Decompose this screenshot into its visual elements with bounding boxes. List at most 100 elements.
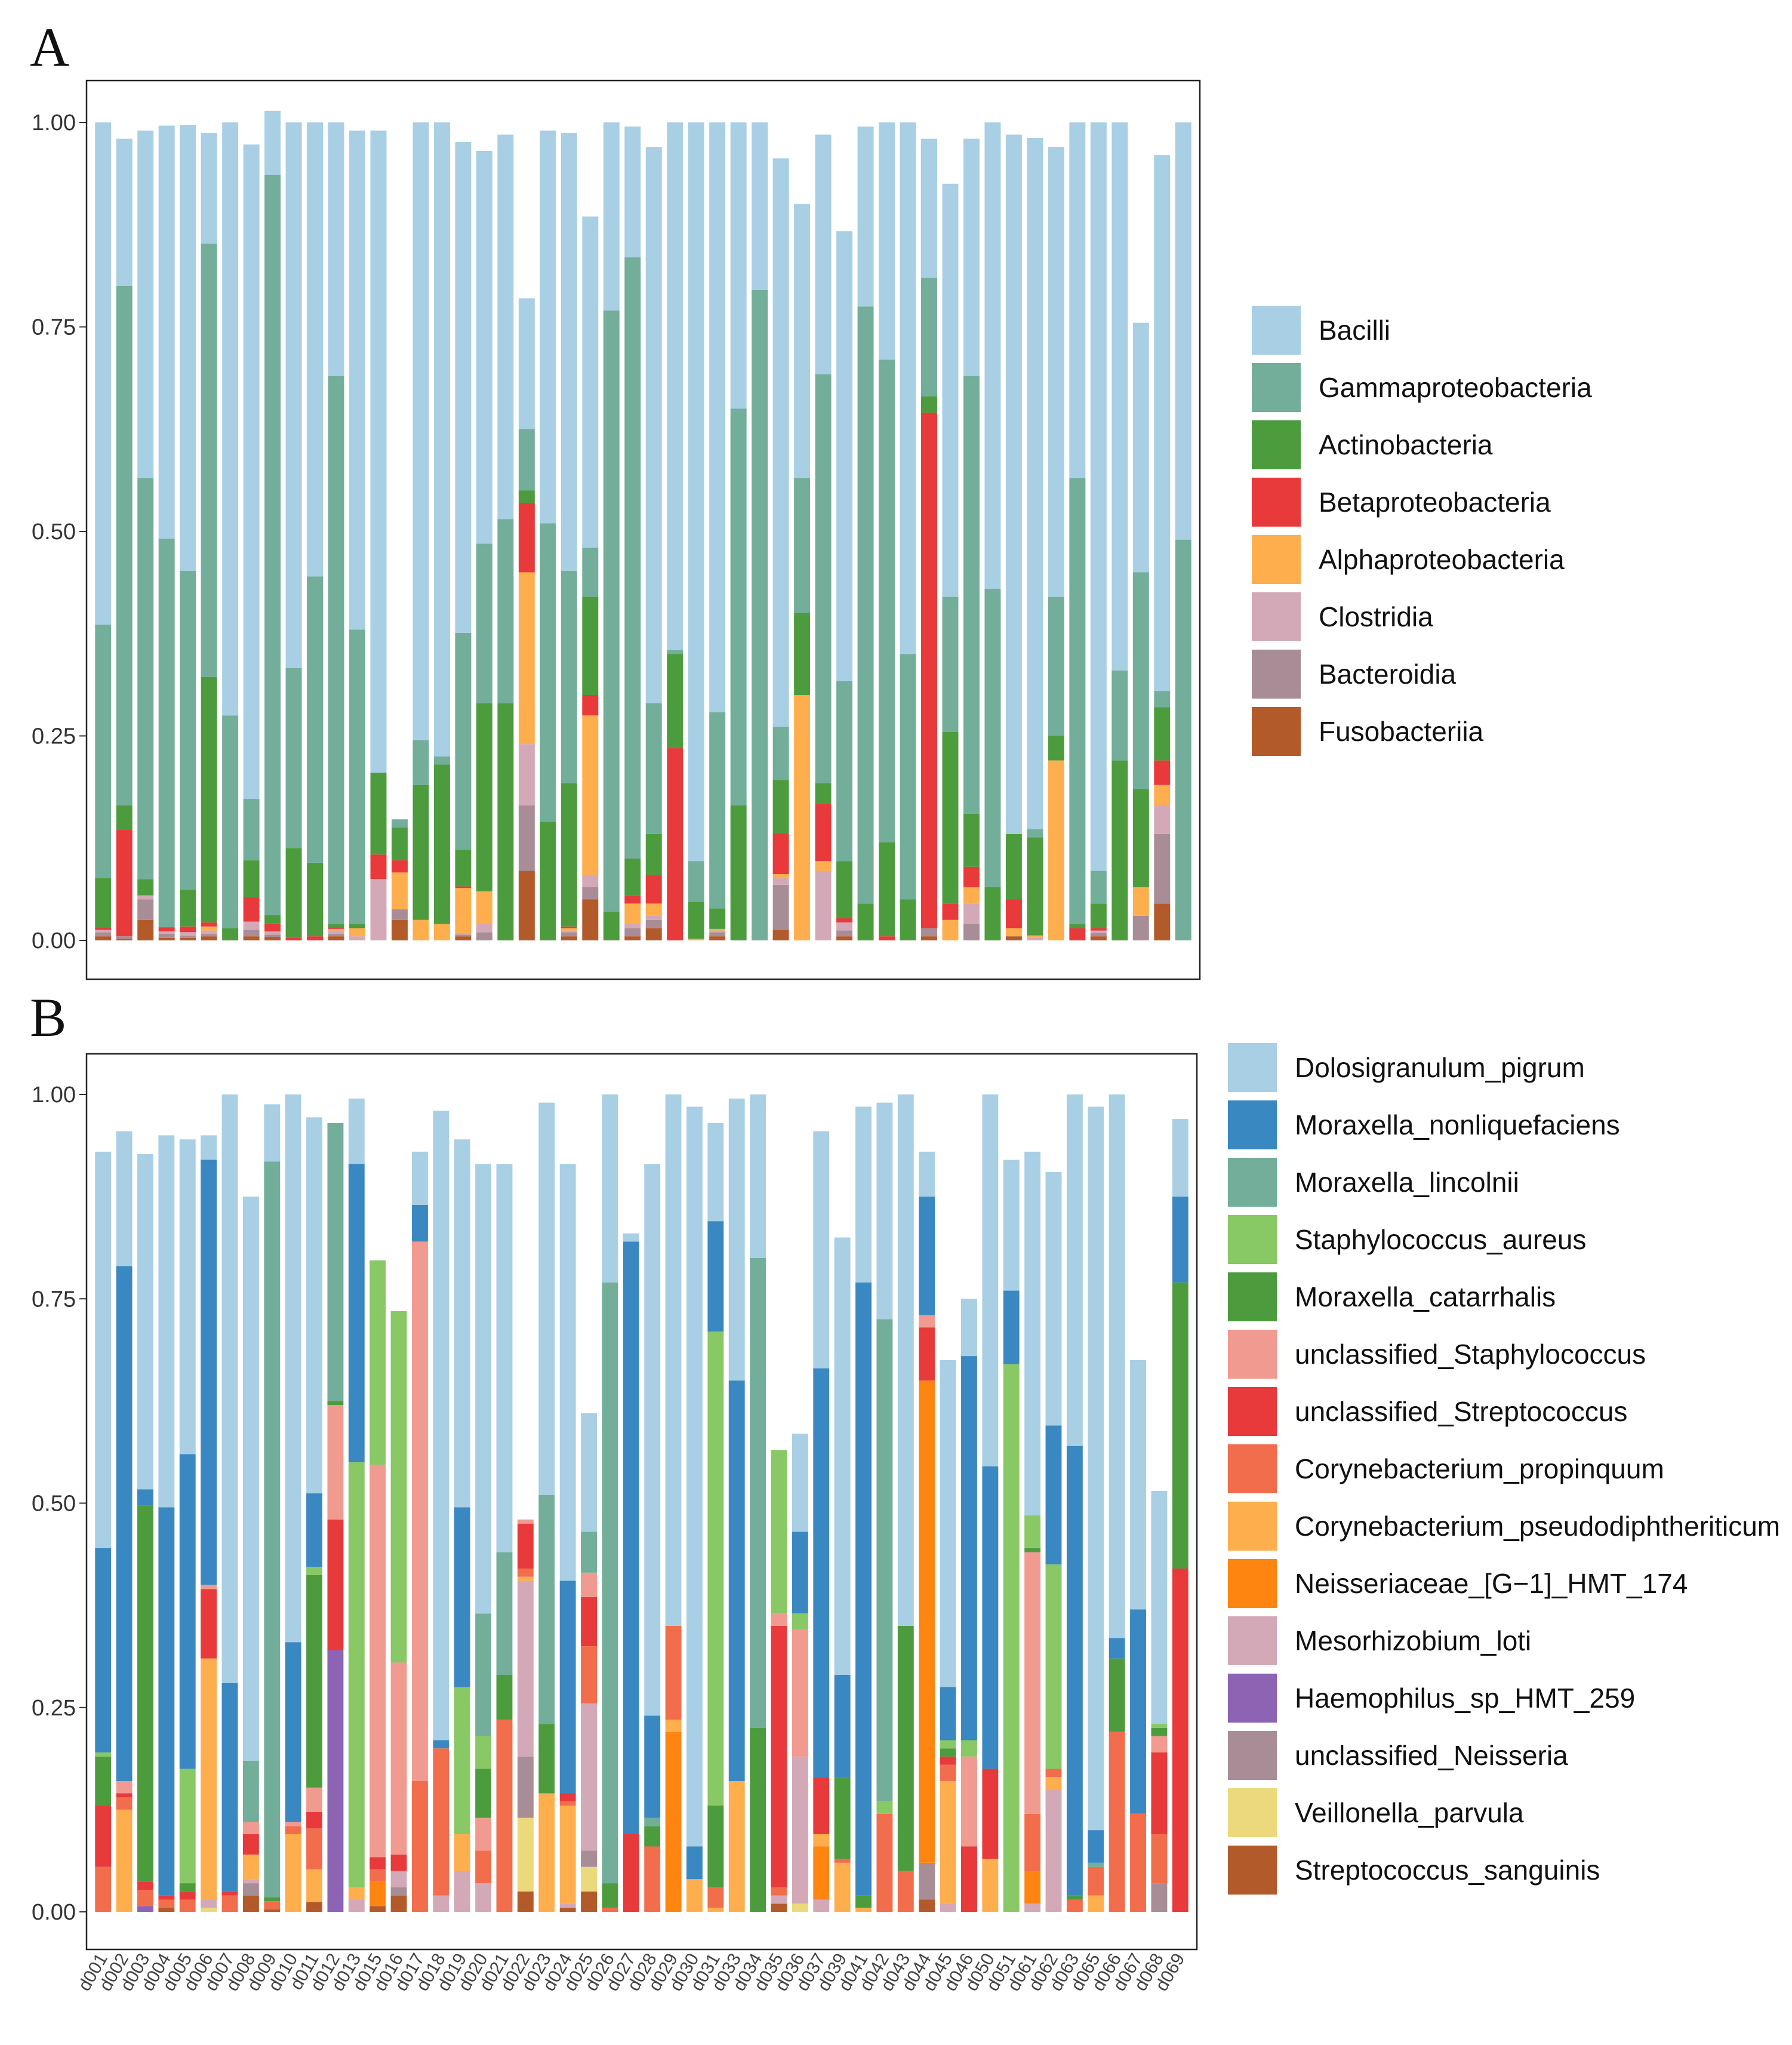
panel-b-bar-segment-d022-streptococcus-sanguinis [517,1891,534,1912]
panel-b-legend-label: Veillonella_parvula [1295,1797,1524,1828]
panel-a-bar-segment-d031-actinobacteria [709,908,726,929]
panel-b-bar-segment-d019-corynebacterium-pseudodiphtheriticum [454,1834,470,1871]
panel-b-bar-segment-d068-unclassified-staphylococcus [1151,1736,1168,1753]
panel-a-bar-segment-d046-clostridia [963,903,980,924]
panel-a-bar-segment-d022-clostridia [518,744,535,805]
panel-a-bar-segment-d039-bacilli [836,231,853,681]
panel-a-bar-segment-d062-gammaproteobacteria [1048,596,1064,736]
panel-a-bar-segment-d011-betaproteobacteria [307,936,324,940]
panel-b-bar-segment-d016-unclassified-streptococcus [390,1855,407,1871]
panel-a-bar-segment-d018-alphaproteobacteria [433,924,450,940]
panel-b-bar-segment-d042-staphylococcus-aureus [876,1801,893,1814]
panel-b-bar-segment-d061-neisseriaceae-g-1-hmt-174 [1024,1871,1041,1904]
panel-b-bar-segment-d043-moraxella-catarrhalis [897,1625,914,1871]
panel-b-bar-segment-d019-dolosigranulum-pigrum [454,1139,470,1508]
panel-a-bar-segment-d044-fusobacteriia [921,936,937,940]
panel-b-bar-segment-d008-moraxella-lincolnii [242,1760,259,1822]
panel-b-bar-segment-d018-corynebacterium-propinquum [433,1748,449,1896]
panel-a-bar-segment-d017-actinobacteria [412,785,429,920]
panel-a-ytick-label: 0.75 [32,315,76,340]
panel-b-bar-segment-d050-moraxella-nonliquefaciens [982,1466,999,1769]
panel-b-bar-segment-d025-unclassified-staphylococcus [581,1572,597,1597]
panel-a-bar-segment-d007-gammaproteobacteria [222,715,239,928]
panel-a-bar-segment-d003-fusobacteriia [137,920,154,940]
panel-b-bar-segment-d045-staphylococcus-aureus [940,1740,956,1749]
panel-b-bar-segment-d062-staphylococcus-aureus [1045,1564,1062,1769]
panel-b-bar-segment-d001-moraxella-catarrhalis [95,1756,112,1806]
panel-b-bar-segment-d013-mesorhizobium-loti [348,1899,365,1912]
panel-a-legend-label: Bacteroidia [1319,659,1457,690]
panel-b-label: B [30,987,66,1048]
panel-b-ytick-label: 1.00 [32,1083,76,1108]
panel-b-bar-segment-d018-dolosigranulum-pigrum [433,1111,449,1740]
panel-b-bar-segment-d042-moraxella-lincolnii [876,1319,893,1802]
panel-a-bar-segment-d024-betaproteobacteria [561,926,577,928]
panel-a-bar-segment-d019-bacteroidia [455,934,472,937]
panel-a-bar-segment-d009-bacteroidia [264,934,281,937]
panel-b-bar-segment-d029-corynebacterium-propinquum [665,1625,682,1720]
panel-b-bar-segment-d002-unclassified-staphylococcus [116,1780,133,1794]
panel-b-bar-segment-d022-corynebacterium-propinquum [517,1569,534,1577]
panel-b-bar-segment-d039-moraxella-catarrhalis [834,1777,851,1859]
panel-b-bar-segment-d042-dolosigranulum-pigrum [876,1102,893,1320]
panel-b-bar-segment-d034-moraxella-catarrhalis [750,1727,766,1912]
panel-b-ytick-label: 0.75 [32,1287,76,1312]
panel-a-bar-segment-d045-actinobacteria [942,731,959,904]
panel-a-bar-segment-d010-betaproteobacteria [285,937,302,940]
panel-b-legend-swatch [1226,1843,1279,1897]
panel-b-bar-segment-d039-moraxella-nonliquefaciens [834,1674,851,1778]
panel-b-legend-label: unclassified_Streptococcus [1295,1396,1627,1427]
panel-a-legend-label: Bacilli [1319,315,1390,346]
panel-a-bar-segment-d004-betaproteobacteria [158,927,175,931]
panel-a-bar-segment-d013-actinobacteria [349,924,365,928]
panel-b-bar-segment-d024-streptococcus-sanguinis [559,1908,576,1912]
panel-b-bar-segment-d035-corynebacterium-propinquum [771,1887,787,1896]
panel-a-bar-segment-d001-betaproteobacteria [95,927,112,930]
panel-b-bar-segment-d007-corynebacterium-propinquum [221,1895,238,1912]
panel-b-bar-segment-d009-moraxella-lincolnii [264,1161,281,1898]
panel-b-bar-segment-d015-unclassified-staphylococcus [370,1465,386,1858]
panel-a-bar-segment-d020-actinobacteria [476,703,492,891]
panel-a-bar-segment-d009-bacilli [264,110,281,175]
panel-a-bar-segment-d042-actinobacteria [879,842,895,937]
panel-a-ytick-label: 0.50 [32,519,76,545]
panel-b-bar-segment-d013-moraxella-nonliquefaciens [348,1164,365,1463]
panel-a-bar-segment-d068-actinobacteria [1154,707,1171,761]
panel-a-bar-segment-d020-alphaproteobacteria [476,891,492,924]
panel-b-legend-swatch [1226,1671,1279,1725]
panel-b-bar-segment-d008-unclassified-neisseria [242,1883,259,1896]
panel-b-legend-swatch [1226,1041,1279,1094]
panel-b-legend-swatch [1226,1155,1279,1209]
panel-b-bar-segment-d018-moraxella-nonliquefaciens [433,1740,449,1749]
panel-b-bar-segment-d045-unclassified-streptococcus [940,1756,956,1765]
panel-a-bar-segment-d024-bacteroidia [561,932,577,937]
panel-a-bar-segment-d012-bacilli [328,122,344,376]
panel-b-bar-segment-d026-moraxella-lincolnii [602,1282,618,1884]
panel-b-bar-segment-d011-staphylococcus-aureus [306,1567,322,1575]
panel-b-bar-segment-d035-staphylococcus-aureus [771,1450,787,1614]
panel-a-bar-segment-d019-gammaproteobacteria [455,632,472,850]
panel-a-bar-segment-d035-alphaproteobacteria [772,874,789,878]
panel-a-bar-segment-d036-bacilli [794,204,811,478]
panel-b-bar-segment-d023-moraxella-catarrhalis [538,1724,555,1794]
panel-b-legend-label: Moraxella_nonliquefaciens [1295,1109,1620,1140]
panel-b-bar-segment-d066-dolosigranulum-pigrum [1109,1094,1125,1638]
panel-b-bar-segment-d001-corynebacterium-propinquum [95,1866,112,1912]
panel-a-bar-segment-d027-alphaproteobacteria [624,903,641,924]
panel-b-bar-segment-d045-mesorhizobium-loti [940,1903,956,1912]
panel-b-bar-segment-d016-unclassified-staphylococcus [390,1662,407,1855]
panel-b-bar-segment-d062-corynebacterium-pseudodiphtheriticum [1045,1777,1062,1789]
panel-b-bar-segment-d009-corynebacterium-propinquum [264,1901,281,1909]
panel-a-bar-segment-d068-gammaproteobacteria [1154,691,1171,708]
panel-a-bar-segment-d045-gammaproteobacteria [942,596,959,732]
panel-a-bar-segment-d069-bacilli [1175,122,1191,540]
panel-a-bar-segment-d062-alphaproteobacteria [1048,760,1064,940]
panel-b-bar-segment-d020-corynebacterium-propinquum [475,1850,492,1884]
panel-a-bar-segment-d007-actinobacteria [222,928,239,940]
panel-a-bar-segment-d065-bacteroidia [1090,933,1107,937]
panel-b-bar-segment-d044-moraxella-nonliquefaciens [919,1197,935,1315]
panel-a-bar-segment-d022-bacteroidia [518,805,535,871]
panel-a-bar-segment-d001-clostridia [95,930,112,933]
panel-a-bar-segment-d061-actinobacteria [1027,837,1043,936]
panel-a-bar-segment-d062-bacilli [1048,147,1064,597]
